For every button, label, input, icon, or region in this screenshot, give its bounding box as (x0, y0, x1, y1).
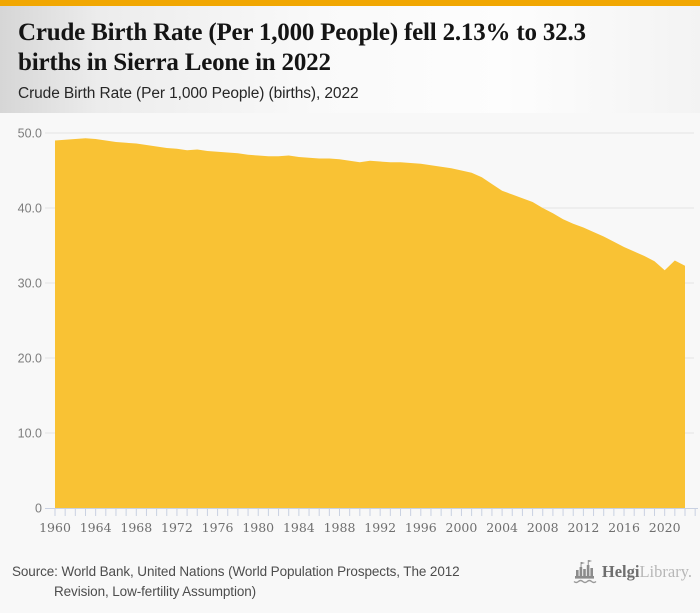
chart-header: Crude Birth Rate (Per 1,000 People) fell… (0, 6, 700, 113)
x-tick-label-1972: 1972 (161, 520, 193, 535)
y-tick-label-40: 40.0 (18, 202, 42, 216)
page-title-line-2: births in Sierra Leone in 2022 (18, 49, 331, 76)
birth-rate-area-chart: 1960 1964 1968 1972 1976 1980 1984 1988 1992 1996… (18, 127, 698, 535)
x-tick-label-1964: 1964 (80, 520, 112, 535)
x-tick-label-2000: 2000 (446, 520, 478, 535)
x-tick-label-1960: 1960 (39, 520, 71, 535)
x-tick-label-2020: 2020 (649, 520, 681, 535)
y-tick-label-0: 0 (35, 502, 42, 516)
y-tick-label-10: 10.0 (18, 427, 42, 441)
y-tick-label-50: 50.0 (18, 127, 42, 141)
chart-area: 1960 1964 1968 1972 1976 1980 1984 1988 1992 1996… (0, 112, 700, 545)
source-line-2: Revision, Low-fertility Assumption) (54, 584, 257, 599)
accent-top-bar (0, 0, 700, 6)
chart-subtitle: Crude Birth Rate (Per 1,000 People) (bir… (18, 85, 359, 102)
x-tick-label-2008: 2008 (527, 520, 559, 535)
chart-footer: Source: World Bank, United Nations (Worl… (0, 545, 700, 613)
x-tick-label-1976: 1976 (202, 520, 234, 535)
helgi-library-logo[interactable]: HelgiLibrary. (573, 558, 692, 585)
x-tick-label-2004: 2004 (486, 520, 518, 535)
x-tick-label-1992: 1992 (364, 520, 396, 535)
castle-icon (573, 560, 597, 584)
logo-wordmark: HelgiLibrary. (602, 562, 692, 582)
x-tick-label-1988: 1988 (324, 520, 356, 535)
source-attribution: Source: World Bank, United Nations (Worl… (12, 562, 532, 602)
y-tick-label-20: 20.0 (18, 352, 42, 366)
y-tick-label-30: 30.0 (18, 277, 42, 291)
page-title-line-1: Crude Birth Rate (Per 1,000 People) fell… (18, 19, 586, 46)
x-tick-label-1968: 1968 (120, 520, 152, 535)
logo-brand-primary: Helgi (601, 561, 640, 581)
x-tick-label-1996: 1996 (405, 520, 437, 535)
x-tick-label-2012: 2012 (567, 520, 599, 535)
x-tick-label-1980: 1980 (242, 520, 274, 535)
logo-brand-secondary: Library. (639, 561, 692, 581)
area-series-crude-birth-rate (55, 138, 685, 509)
x-tick-label-2016: 2016 (608, 520, 640, 535)
x-tick-label-1984: 1984 (283, 520, 315, 535)
source-line-1: Source: World Bank, United Nations (Worl… (12, 564, 460, 579)
